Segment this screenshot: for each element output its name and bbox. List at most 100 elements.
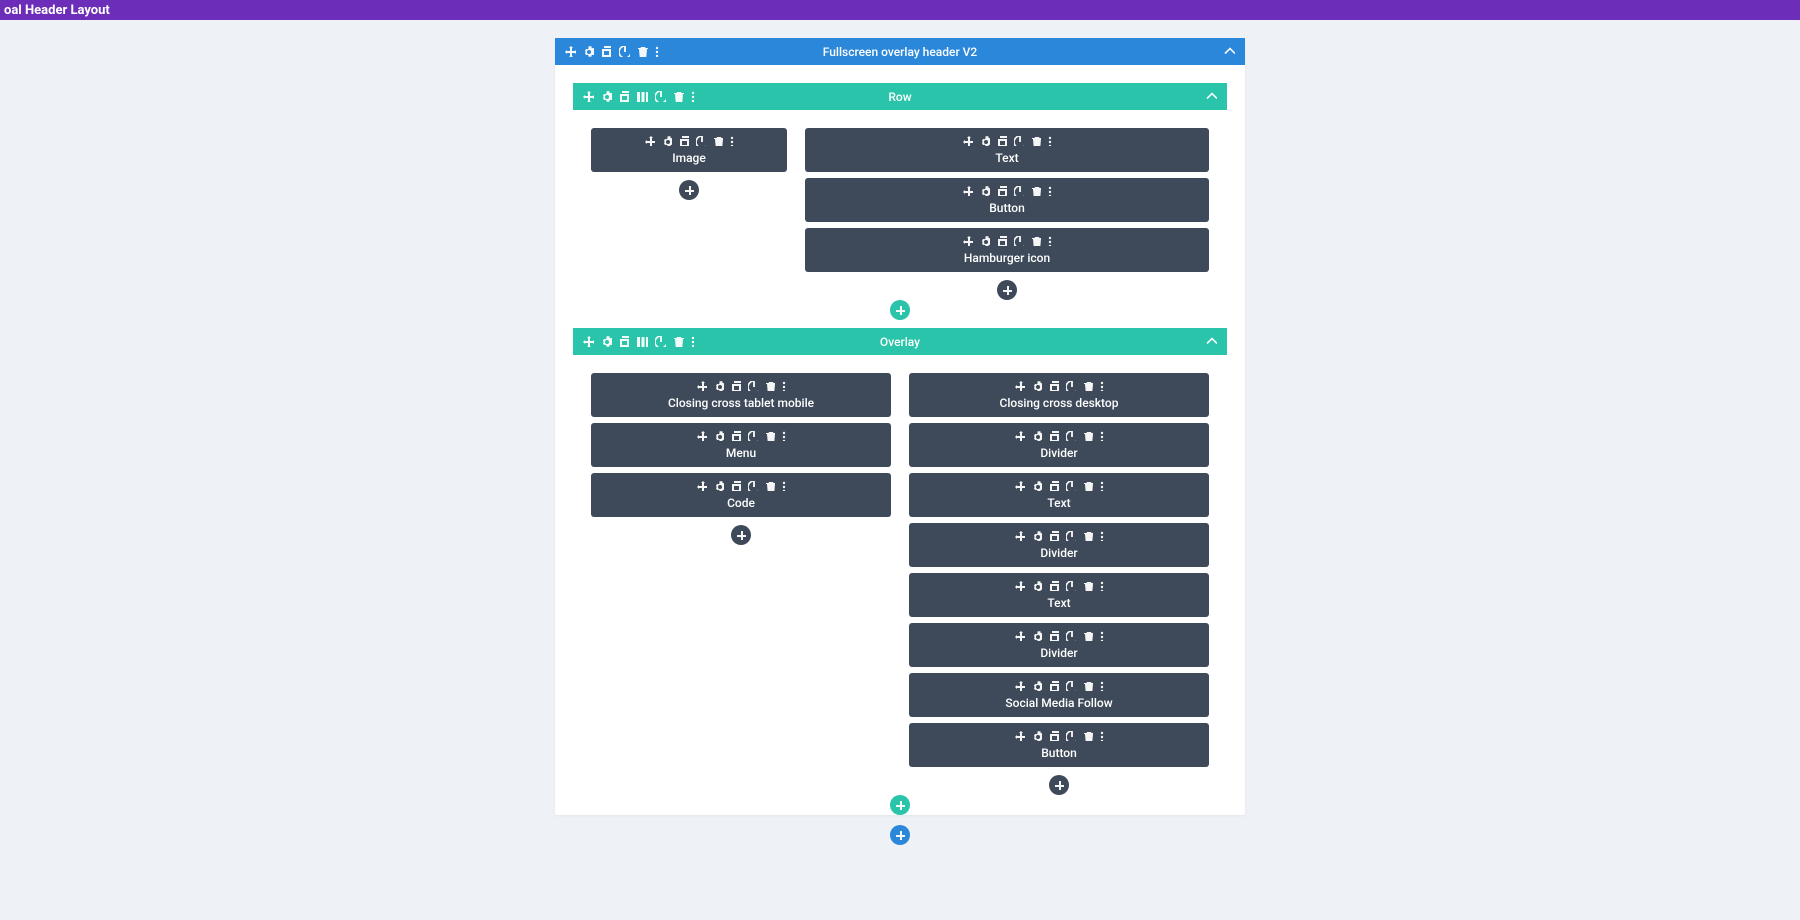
duplicate-icon[interactable] bbox=[1049, 481, 1059, 491]
module[interactable]: Hamburger icon bbox=[805, 228, 1209, 272]
power-icon[interactable] bbox=[1066, 381, 1076, 391]
move-icon[interactable] bbox=[697, 431, 707, 441]
trash-icon[interactable] bbox=[765, 481, 775, 491]
move-icon[interactable] bbox=[1015, 381, 1025, 391]
menu-dots-icon[interactable] bbox=[1100, 681, 1104, 691]
trash-icon[interactable] bbox=[713, 136, 723, 146]
move-icon[interactable] bbox=[645, 136, 655, 146]
duplicate-icon[interactable] bbox=[731, 431, 741, 441]
gear-icon[interactable] bbox=[583, 46, 594, 57]
trash-icon[interactable] bbox=[1083, 631, 1093, 641]
power-icon[interactable] bbox=[655, 91, 666, 102]
module[interactable]: Divider bbox=[909, 423, 1209, 467]
module[interactable]: Closing cross desktop bbox=[909, 373, 1209, 417]
module[interactable]: Closing cross tablet mobile bbox=[591, 373, 891, 417]
gear-icon[interactable] bbox=[1032, 481, 1042, 491]
power-icon[interactable] bbox=[1066, 431, 1076, 441]
move-icon[interactable] bbox=[697, 481, 707, 491]
menu-dots-icon[interactable] bbox=[1100, 431, 1104, 441]
gear-icon[interactable] bbox=[714, 431, 724, 441]
module[interactable]: Social Media Follow bbox=[909, 673, 1209, 717]
chevron-up-icon[interactable] bbox=[1224, 46, 1235, 57]
move-icon[interactable] bbox=[963, 236, 973, 246]
power-icon[interactable] bbox=[696, 136, 706, 146]
duplicate-icon[interactable] bbox=[997, 136, 1007, 146]
duplicate-icon[interactable] bbox=[619, 91, 630, 102]
row-header[interactable]: Overlay bbox=[573, 328, 1227, 355]
add-module-button[interactable] bbox=[1049, 775, 1069, 795]
move-icon[interactable] bbox=[963, 136, 973, 146]
menu-dots-icon[interactable] bbox=[1100, 481, 1104, 491]
duplicate-icon[interactable] bbox=[1049, 531, 1059, 541]
gear-icon[interactable] bbox=[1032, 631, 1042, 641]
power-icon[interactable] bbox=[1066, 581, 1076, 591]
trash-icon[interactable] bbox=[637, 46, 648, 57]
add-module-button[interactable] bbox=[679, 180, 699, 200]
gear-icon[interactable] bbox=[601, 91, 612, 102]
trash-icon[interactable] bbox=[1031, 236, 1041, 246]
power-icon[interactable] bbox=[1066, 531, 1076, 541]
module[interactable]: Text bbox=[909, 573, 1209, 617]
menu-dots-icon[interactable] bbox=[1100, 531, 1104, 541]
menu-dots-icon[interactable] bbox=[1100, 581, 1104, 591]
move-icon[interactable] bbox=[1015, 431, 1025, 441]
power-icon[interactable] bbox=[1066, 631, 1076, 641]
move-icon[interactable] bbox=[1015, 731, 1025, 741]
menu-dots-icon[interactable] bbox=[1048, 236, 1052, 246]
menu-dots-icon[interactable] bbox=[782, 381, 786, 391]
duplicate-icon[interactable] bbox=[1049, 731, 1059, 741]
menu-dots-icon[interactable] bbox=[691, 336, 695, 347]
add-row-button[interactable] bbox=[890, 300, 910, 320]
gear-icon[interactable] bbox=[601, 336, 612, 347]
menu-dots-icon[interactable] bbox=[1100, 731, 1104, 741]
duplicate-icon[interactable] bbox=[997, 186, 1007, 196]
menu-dots-icon[interactable] bbox=[1048, 136, 1052, 146]
module[interactable]: Text bbox=[909, 473, 1209, 517]
trash-icon[interactable] bbox=[1083, 681, 1093, 691]
gear-icon[interactable] bbox=[1032, 381, 1042, 391]
trash-icon[interactable] bbox=[765, 381, 775, 391]
chevron-up-icon[interactable] bbox=[1206, 91, 1217, 102]
module[interactable]: Code bbox=[591, 473, 891, 517]
menu-dots-icon[interactable] bbox=[1100, 631, 1104, 641]
duplicate-icon[interactable] bbox=[1049, 581, 1059, 591]
trash-icon[interactable] bbox=[1083, 431, 1093, 441]
trash-icon[interactable] bbox=[1083, 731, 1093, 741]
columns-icon[interactable] bbox=[637, 91, 648, 102]
module[interactable]: Divider bbox=[909, 623, 1209, 667]
duplicate-icon[interactable] bbox=[997, 236, 1007, 246]
gear-icon[interactable] bbox=[980, 236, 990, 246]
menu-dots-icon[interactable] bbox=[655, 46, 659, 57]
power-icon[interactable] bbox=[1014, 186, 1024, 196]
duplicate-icon[interactable] bbox=[679, 136, 689, 146]
gear-icon[interactable] bbox=[980, 186, 990, 196]
power-icon[interactable] bbox=[1014, 136, 1024, 146]
add-module-button[interactable] bbox=[997, 280, 1017, 300]
add-section-button[interactable] bbox=[890, 825, 910, 845]
section-header[interactable]: Fullscreen overlay header V2 bbox=[555, 38, 1245, 65]
menu-dots-icon[interactable] bbox=[1048, 186, 1052, 196]
power-icon[interactable] bbox=[1066, 681, 1076, 691]
move-icon[interactable] bbox=[1015, 531, 1025, 541]
duplicate-icon[interactable] bbox=[1049, 431, 1059, 441]
move-icon[interactable] bbox=[1015, 581, 1025, 591]
trash-icon[interactable] bbox=[1031, 136, 1041, 146]
menu-dots-icon[interactable] bbox=[782, 431, 786, 441]
move-icon[interactable] bbox=[565, 46, 576, 57]
move-icon[interactable] bbox=[583, 336, 594, 347]
add-row-button[interactable] bbox=[890, 795, 910, 815]
duplicate-icon[interactable] bbox=[1049, 381, 1059, 391]
move-icon[interactable] bbox=[1015, 481, 1025, 491]
move-icon[interactable] bbox=[583, 91, 594, 102]
duplicate-icon[interactable] bbox=[731, 481, 741, 491]
module[interactable]: Image bbox=[591, 128, 787, 172]
move-icon[interactable] bbox=[963, 186, 973, 196]
move-icon[interactable] bbox=[1015, 631, 1025, 641]
columns-icon[interactable] bbox=[637, 336, 648, 347]
power-icon[interactable] bbox=[1014, 236, 1024, 246]
menu-dots-icon[interactable] bbox=[782, 481, 786, 491]
gear-icon[interactable] bbox=[714, 381, 724, 391]
trash-icon[interactable] bbox=[1083, 481, 1093, 491]
power-icon[interactable] bbox=[619, 46, 630, 57]
row-header[interactable]: Row bbox=[573, 83, 1227, 110]
